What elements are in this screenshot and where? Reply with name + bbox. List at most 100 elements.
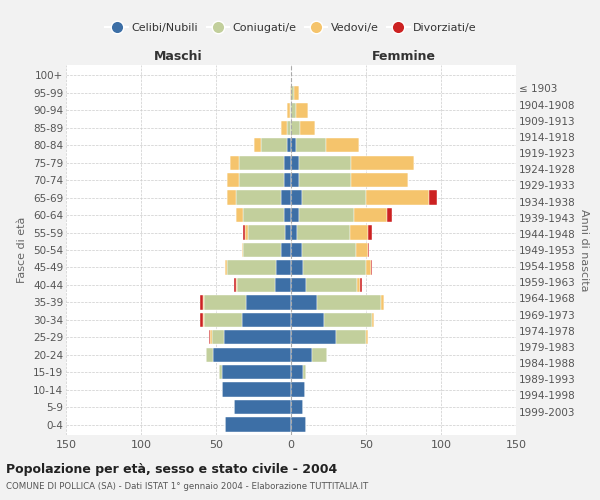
Bar — [291, 348, 312, 362]
Bar — [290, 103, 291, 118]
Bar — [429, 190, 437, 205]
Bar — [291, 226, 297, 239]
Bar — [223, 330, 291, 344]
Bar — [285, 226, 291, 239]
Bar — [234, 400, 291, 414]
Bar — [366, 260, 371, 274]
Bar — [291, 120, 300, 135]
Bar — [299, 173, 351, 188]
Bar — [299, 156, 351, 170]
Bar — [351, 156, 414, 170]
Bar — [227, 173, 239, 188]
Bar — [261, 138, 287, 152]
Bar — [355, 243, 367, 257]
Bar — [281, 190, 291, 205]
Bar — [381, 295, 384, 310]
Bar — [349, 226, 367, 239]
Text: Popolazione per età, sesso e stato civile - 2004: Popolazione per età, sesso e stato civil… — [6, 462, 337, 475]
Bar — [281, 120, 287, 135]
Bar — [248, 226, 285, 239]
Bar — [243, 226, 245, 239]
Bar — [299, 208, 354, 222]
Bar — [245, 226, 248, 239]
Bar — [225, 260, 227, 274]
Bar — [291, 278, 306, 292]
Bar — [235, 278, 237, 292]
Bar — [324, 312, 372, 327]
Bar — [291, 208, 299, 222]
Bar — [303, 260, 366, 274]
Bar — [275, 278, 291, 292]
Bar — [291, 173, 299, 188]
Bar — [367, 226, 372, 239]
Bar — [372, 312, 373, 327]
Bar — [284, 173, 291, 188]
Bar — [291, 418, 306, 432]
Bar — [222, 382, 291, 397]
Bar — [291, 382, 305, 397]
Bar — [354, 208, 387, 222]
Text: COMUNE DI POLLICA (SA) - Dati ISTAT 1° gennaio 2004 - Elaborazione TUTTITALIA.IT: COMUNE DI POLLICA (SA) - Dati ISTAT 1° g… — [6, 482, 368, 491]
Bar — [360, 278, 361, 292]
Bar — [212, 330, 223, 344]
Bar — [300, 120, 315, 135]
Bar — [287, 103, 290, 118]
Bar — [367, 243, 369, 257]
Bar — [229, 156, 239, 170]
Bar — [291, 312, 324, 327]
Bar — [235, 190, 281, 205]
Bar — [199, 295, 203, 310]
Bar — [199, 312, 203, 327]
Bar — [203, 295, 204, 310]
Bar — [317, 295, 381, 310]
Bar — [294, 86, 299, 100]
Bar — [291, 190, 302, 205]
Bar — [291, 103, 296, 118]
Bar — [357, 278, 360, 292]
Bar — [366, 330, 367, 344]
Bar — [227, 190, 235, 205]
Bar — [213, 348, 291, 362]
Bar — [291, 295, 317, 310]
Bar — [291, 365, 303, 380]
Bar — [291, 156, 299, 170]
Bar — [302, 243, 355, 257]
Bar — [325, 138, 359, 152]
Bar — [336, 330, 366, 344]
Bar — [296, 103, 308, 118]
Bar — [351, 173, 408, 188]
Bar — [243, 208, 284, 222]
Bar — [291, 400, 303, 414]
Bar — [204, 312, 241, 327]
Bar — [243, 243, 281, 257]
Bar — [227, 260, 276, 274]
Bar — [291, 138, 296, 152]
Bar — [291, 260, 303, 274]
Text: Maschi: Maschi — [154, 50, 203, 64]
Bar — [239, 173, 284, 188]
Bar — [387, 208, 392, 222]
Bar — [276, 260, 291, 274]
Y-axis label: Fasce di età: Fasce di età — [17, 217, 28, 283]
Bar — [303, 365, 306, 380]
Bar — [291, 330, 336, 344]
Bar — [306, 278, 357, 292]
Y-axis label: Anni di nascita: Anni di nascita — [580, 209, 589, 291]
Bar — [296, 138, 325, 152]
Bar — [291, 86, 294, 100]
Bar — [241, 312, 291, 327]
Bar — [219, 365, 222, 380]
Bar — [281, 243, 291, 257]
Bar — [210, 330, 212, 344]
Bar — [287, 138, 291, 152]
Bar — [284, 156, 291, 170]
Bar — [302, 190, 366, 205]
Bar — [204, 295, 246, 310]
Bar — [284, 208, 291, 222]
Bar — [225, 418, 291, 432]
Legend: Celibi/Nubili, Coniugati/e, Vedovi/e, Divorziati/e: Celibi/Nubili, Coniugati/e, Vedovi/e, Di… — [101, 19, 481, 38]
Bar — [287, 120, 291, 135]
Bar — [237, 278, 275, 292]
Bar — [235, 208, 243, 222]
Bar — [239, 156, 284, 170]
